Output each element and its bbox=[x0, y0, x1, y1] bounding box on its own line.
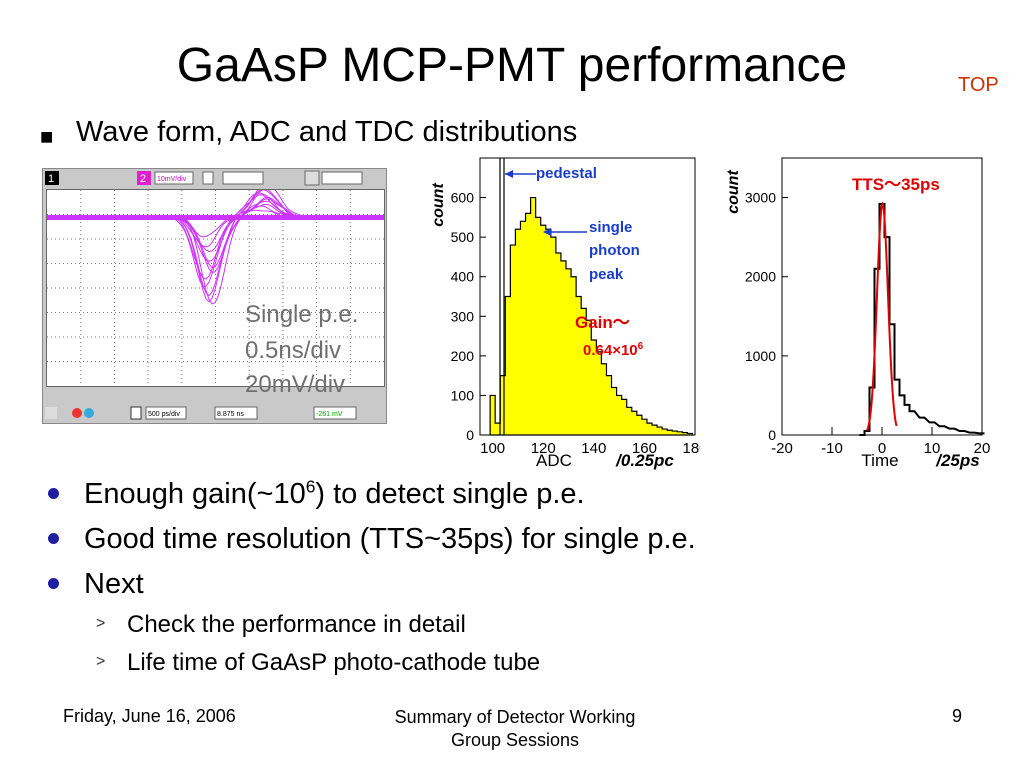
chevron-right-icon: > bbox=[96, 615, 106, 632]
waveform-trace bbox=[47, 192, 384, 288]
ch2-label: 2 bbox=[140, 173, 146, 185]
ch2-scale: 10mV/div bbox=[157, 176, 187, 183]
adc-ytick-label: 0 bbox=[466, 427, 474, 443]
top-link[interactable]: TOP bbox=[958, 74, 999, 96]
run-icon bbox=[45, 407, 57, 419]
delay-box bbox=[214, 406, 258, 420]
gain-label-2: 0.64×106 bbox=[583, 341, 644, 359]
chevron-right-icon: > bbox=[96, 653, 106, 670]
adc-xtick-label: 120 bbox=[531, 440, 556, 457]
page-number: 9 bbox=[952, 706, 963, 726]
oscilloscope-screenshot: 1 2 10mV/div 500 ps/div 8.875 ns -261 mV… bbox=[42, 168, 387, 424]
tdc-histogram-line bbox=[859, 202, 985, 436]
pedestal-label: pedestal bbox=[536, 165, 597, 182]
baseline-trace bbox=[47, 215, 384, 220]
ch4-scale-box bbox=[321, 171, 363, 185]
adc-xtick-label: 180 bbox=[682, 440, 700, 457]
sub-bullet-item-2: > Life time of GaAsP photo-cathode tube bbox=[38, 647, 938, 685]
bullet-dot-icon bbox=[48, 533, 59, 544]
scope-caption-2: 0.5ns/div bbox=[245, 337, 342, 364]
tdc-ytick-label: 0 bbox=[768, 427, 776, 443]
ch4-icon bbox=[304, 170, 320, 186]
tdc-ytick-label: 3000 bbox=[745, 190, 776, 206]
adc-ytick-label: 400 bbox=[451, 269, 475, 285]
bullet-item-3: Next bbox=[38, 564, 938, 609]
tdc-xtick-label: 10 bbox=[924, 440, 941, 457]
ch1-label: 1 bbox=[48, 173, 54, 185]
section-heading: Wave form, ADC and TDC distributions bbox=[76, 116, 578, 148]
bullet-dot-icon bbox=[48, 578, 59, 589]
tdc-xtick-label: 20 bbox=[974, 440, 990, 457]
footer-title: Summary of Detector Working Group Sessio… bbox=[365, 706, 665, 752]
bullet-item-2: Good time resolution (TTS~35ps) for sing… bbox=[38, 519, 938, 564]
oscilloscope-display bbox=[46, 189, 385, 387]
tdc-gaussian-fit bbox=[866, 201, 898, 431]
trigger-value: -261 mV bbox=[316, 411, 343, 418]
bullet-text-1: Enough gain(~106) to detect single p.e. bbox=[84, 476, 585, 510]
trigger-box bbox=[313, 406, 357, 420]
bullet-list: Enough gain(~106) to detect single p.e. … bbox=[38, 474, 938, 685]
sub-bullet-text-2: Life time of GaAsP photo-cathode tube bbox=[127, 649, 541, 676]
tdc-ytick-label: 2000 bbox=[745, 269, 776, 285]
spe-label-3: peak bbox=[589, 266, 624, 283]
bullet-dot-icon bbox=[48, 488, 59, 499]
waveform-trace bbox=[47, 203, 384, 253]
tdc-xlabel: Time bbox=[861, 451, 898, 470]
spe-label-1: single bbox=[589, 219, 632, 236]
ch2-coupling-box bbox=[202, 171, 214, 185]
timebase-value: 500 ps/div bbox=[148, 411, 180, 418]
footer-title-line-2: Group Sessions bbox=[450, 730, 580, 750]
rec-icon bbox=[84, 408, 94, 418]
tdc-ylabel: count bbox=[725, 170, 742, 214]
adc-ytick-label: 500 bbox=[451, 229, 475, 245]
ch2-icon bbox=[137, 171, 151, 185]
adc-xtick-label: 140 bbox=[581, 440, 606, 457]
footer-date: Friday, June 16, 2006 bbox=[63, 706, 236, 726]
adc-ytick-label: 100 bbox=[451, 387, 475, 403]
adc-ytick-label: 200 bbox=[451, 348, 475, 364]
adc-xtick-label: 100 bbox=[480, 440, 505, 457]
tdc-xlabel-unit: /25ps bbox=[935, 451, 979, 470]
tdc-xtick-label: 0 bbox=[878, 440, 886, 457]
scope-caption-1: Single p.e. bbox=[245, 301, 359, 328]
gain-label-1: Gain～ bbox=[575, 313, 630, 332]
adc-xtick-label: 160 bbox=[632, 440, 657, 457]
adc-xlabel: ADC bbox=[536, 451, 572, 470]
tdc-xtick-label: -10 bbox=[821, 440, 843, 457]
scope-caption-3: 20mV/div bbox=[245, 371, 346, 398]
delay-value: 8.875 ns bbox=[217, 411, 244, 418]
bullet-text-3: Next bbox=[84, 568, 144, 600]
footer-title-line-1: Summary of Detector Working bbox=[394, 707, 636, 727]
tdc-frame bbox=[781, 157, 983, 436]
sub-bullet-text-1: Check the performance in detail bbox=[127, 611, 466, 638]
stop-icon bbox=[72, 408, 82, 418]
sub-bullet-item-1: > Check the performance in detail bbox=[38, 609, 938, 647]
bullet-item-1: Enough gain(~106) to detect single p.e. bbox=[38, 474, 938, 519]
ch2-offset-box bbox=[222, 171, 264, 185]
square-bullet-icon: ■ bbox=[40, 124, 54, 149]
adc-xlabel-unit: /0.25pc bbox=[615, 451, 674, 470]
tdc-xtick-label: -20 bbox=[771, 440, 793, 457]
timebase-box bbox=[145, 406, 187, 420]
spe-label-2: photon bbox=[589, 242, 640, 259]
horizontal-icon bbox=[130, 406, 142, 420]
ch1-icon bbox=[45, 171, 59, 185]
oscilloscope-frame: 1 2 10mV/div 500 ps/div 8.875 ns -261 mV bbox=[45, 170, 363, 420]
adc-ylabel: count bbox=[430, 183, 447, 227]
tdc-histogram: count 0 1000 2000 3000 -20 -10 0 10 20 TTS～35ps… bbox=[725, 157, 990, 470]
ch2-scale-box bbox=[154, 171, 194, 185]
tts-label: TTS～35ps bbox=[852, 175, 940, 194]
adc-histogram-bars bbox=[489, 196, 694, 436]
spe-arrowhead bbox=[543, 228, 551, 236]
adc-histogram: count 0 100 200 300 400 500 600 100 120 140 160 18… bbox=[430, 157, 700, 470]
adc-ytick-label: 300 bbox=[451, 308, 475, 324]
bullet-text-2: Good time resolution (TTS~35ps) for sing… bbox=[84, 523, 696, 555]
tdc-ytick-label: 1000 bbox=[745, 348, 776, 364]
slide-title: GaAsP MCP-PMT performance bbox=[176, 39, 848, 92]
adc-ytick-label: 600 bbox=[451, 190, 475, 206]
pedestal-arrowhead bbox=[505, 170, 513, 178]
